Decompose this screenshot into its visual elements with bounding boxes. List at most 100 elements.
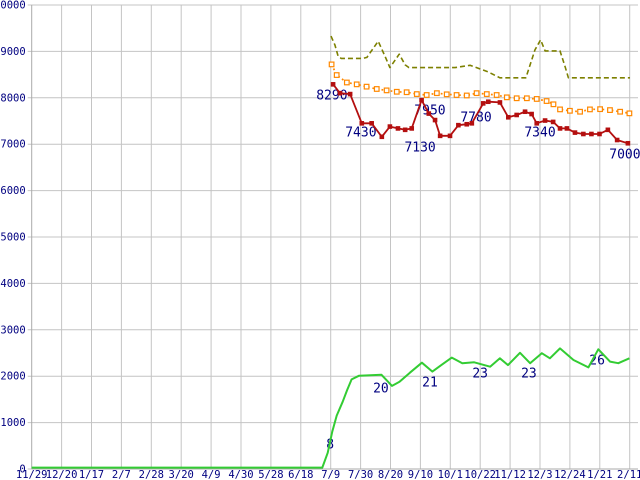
filled-square-marker <box>419 97 424 103</box>
filled-square-marker <box>581 131 586 137</box>
filled-square-marker <box>359 121 365 126</box>
filled-square-marker <box>402 127 408 133</box>
data-label: 23 <box>521 366 537 381</box>
filled-square-marker <box>557 126 563 131</box>
filled-square-marker <box>506 114 511 120</box>
open-square-marker <box>443 91 450 98</box>
open-square-marker <box>393 88 400 95</box>
data-label: 8290 <box>316 89 347 104</box>
open-square-marker <box>557 106 563 113</box>
filled-square-marker <box>625 140 631 146</box>
x-tick-label: 1/17 <box>79 469 104 480</box>
open-square-marker <box>626 110 633 117</box>
filled-square-marker <box>330 82 336 87</box>
data-label: 7950 <box>414 104 445 119</box>
x-tick-label: 2/7 <box>112 469 131 480</box>
open-square-marker <box>383 87 390 94</box>
open-square-marker <box>433 90 440 97</box>
y-tick-label: 7000 <box>0 139 25 151</box>
green-solid-line <box>31 347 630 469</box>
series-green-solid-line <box>31 347 630 469</box>
open-square-marker <box>543 98 550 104</box>
filled-square-marker <box>542 118 548 123</box>
x-tick-label: 8/20 <box>378 469 403 480</box>
open-square-marker <box>403 89 410 96</box>
open-square-marker <box>513 95 520 102</box>
filled-square-marker <box>387 124 393 129</box>
open-square-marker <box>463 92 470 99</box>
open-square-marker <box>328 61 335 68</box>
filled-square-marker <box>456 122 461 128</box>
data-label: 23 <box>472 366 488 381</box>
x-tick-label: 1/21 <box>587 469 612 480</box>
filled-square-marker <box>464 121 470 127</box>
data-label: 21 <box>422 376 438 391</box>
filled-square-marker <box>597 131 602 137</box>
open-square-marker <box>363 83 370 90</box>
data-label: 7000 <box>609 147 640 162</box>
open-square-marker <box>503 94 510 101</box>
data-label: 7430 <box>345 125 376 140</box>
x-tick-label: 9/10 <box>408 469 433 480</box>
filled-square-marker <box>614 137 620 143</box>
open-square-marker <box>423 92 430 98</box>
y-tick-label: 2000 <box>0 371 25 383</box>
open-square-marker <box>550 101 557 108</box>
y-tick-label: 9000 <box>0 46 25 58</box>
x-tick-label: 5/28 <box>258 469 283 480</box>
y-tick-label: 4000 <box>0 278 25 290</box>
y-tick-label: 1000 <box>0 417 25 429</box>
x-tick-label: 3/20 <box>169 469 194 480</box>
data-label: 7340 <box>524 125 555 140</box>
filled-square-marker <box>534 121 540 126</box>
filled-square-marker <box>432 117 438 123</box>
filled-square-marker <box>514 112 519 118</box>
y-tick-label: 6000 <box>0 185 25 197</box>
x-tick-label: 6/18 <box>288 469 313 480</box>
filled-square-marker <box>369 121 374 126</box>
open-square-marker <box>473 90 480 97</box>
x-tick-label: 4/9 <box>202 469 221 480</box>
filled-square-marker <box>447 133 453 139</box>
filled-square-marker <box>480 101 486 106</box>
filled-square-marker <box>572 130 578 135</box>
x-tick-label: 12/3 <box>527 469 552 480</box>
x-tick-label: 10/22 <box>464 469 496 480</box>
open-square-marker <box>333 72 340 78</box>
olive-dashed-line <box>330 35 630 79</box>
open-square-marker <box>483 91 490 97</box>
open-square-marker <box>353 81 360 88</box>
x-tick-label: 2/28 <box>139 469 164 480</box>
open-square-marker <box>493 92 500 98</box>
y-tick-label: 8000 <box>0 92 25 104</box>
x-tick-label: 7/30 <box>348 469 373 480</box>
open-square-marker <box>413 91 420 97</box>
series-orange-dotted-line <box>328 61 633 117</box>
open-square-marker <box>617 108 624 115</box>
series-red-solid-line <box>330 82 631 146</box>
open-square-marker <box>607 107 613 113</box>
open-square-marker <box>453 92 460 98</box>
y-tick-label: 5000 <box>0 232 25 244</box>
x-tick-label: 2/11 <box>617 469 640 480</box>
filled-square-marker <box>550 119 556 125</box>
filled-square-marker <box>347 91 353 97</box>
filled-square-marker <box>564 126 570 131</box>
y-tick-label: 0 <box>19 464 25 476</box>
filled-square-marker <box>522 109 528 115</box>
y-tick-label: 3000 <box>0 324 25 336</box>
filled-square-marker <box>379 134 385 140</box>
open-square-marker <box>523 95 530 102</box>
filled-square-marker <box>605 127 611 133</box>
x-tick-label: 12/20 <box>46 469 78 480</box>
data-label: 7780 <box>460 111 491 126</box>
filled-square-marker <box>529 111 534 117</box>
data-label: 20 <box>373 381 389 396</box>
open-square-marker <box>597 106 603 113</box>
x-tick-label: 7/9 <box>321 469 340 480</box>
open-square-marker <box>533 96 540 102</box>
